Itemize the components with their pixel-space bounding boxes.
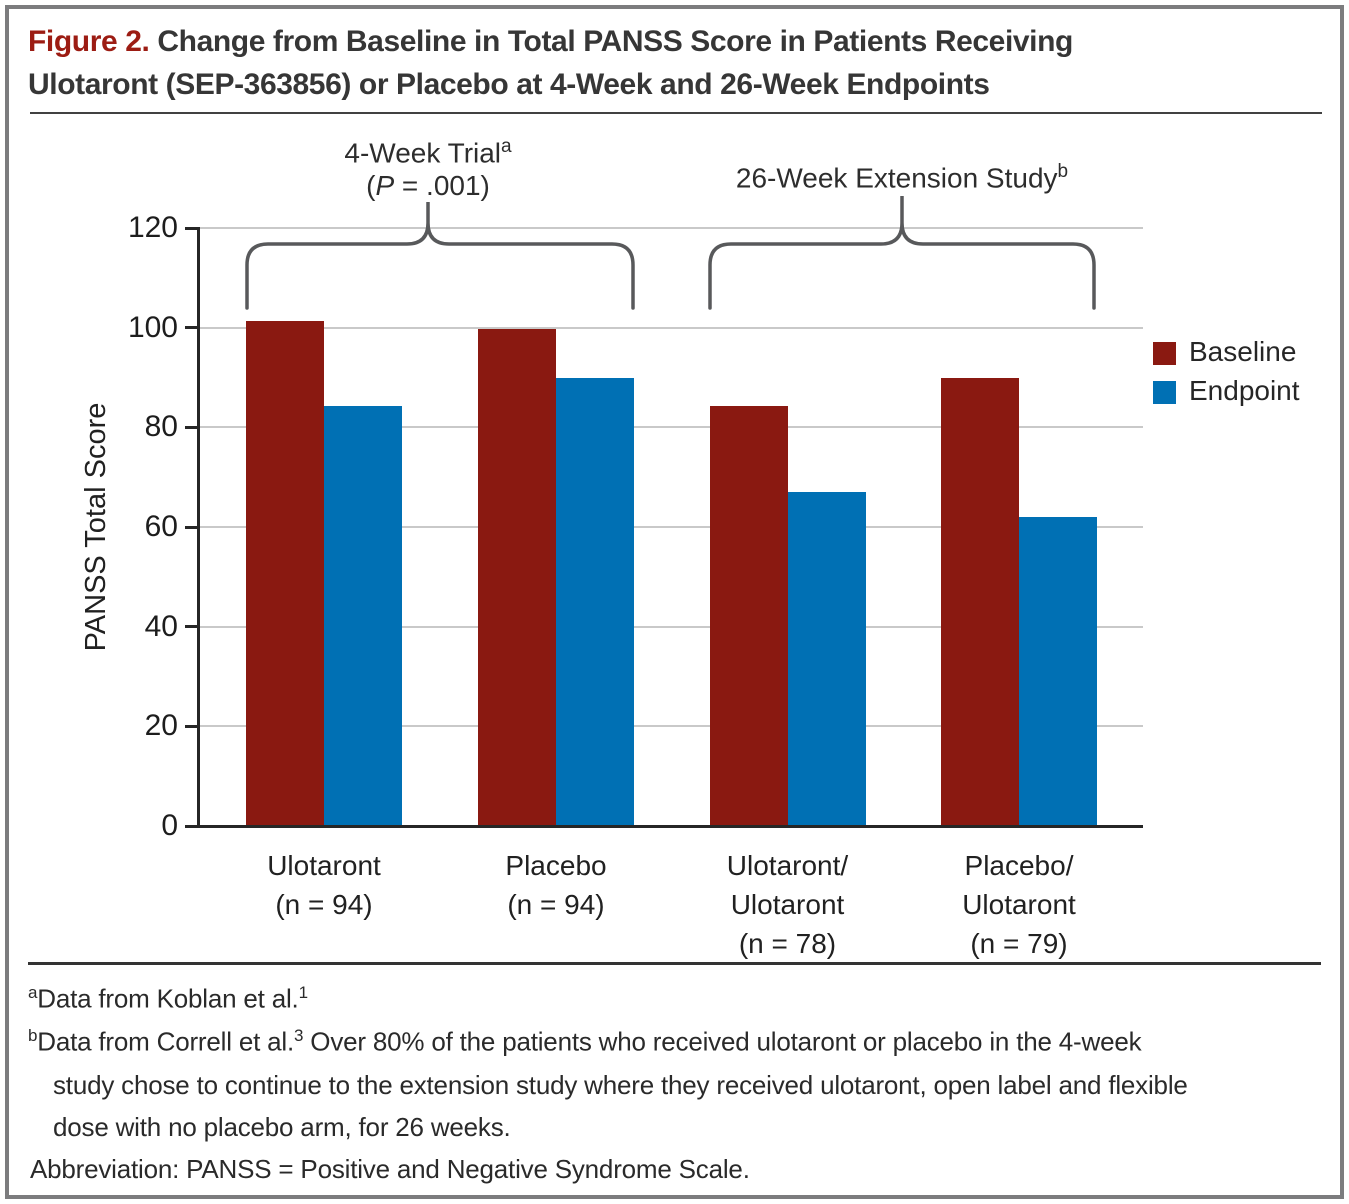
gridline-120 — [200, 227, 1143, 229]
figure-label: Figure 2. — [28, 25, 150, 58]
y-axis — [197, 227, 200, 827]
reference-1: 1 — [298, 983, 308, 1002]
endpoint-color-swatch — [1153, 381, 1176, 404]
x-axis-group-label-2: Placebo (n = 94) — [441, 846, 671, 924]
annotation-p-value: (P = .001) — [366, 170, 490, 202]
y-tick-60 — [185, 525, 200, 529]
footnote-marker-a: a — [501, 136, 512, 157]
x-label-line: (n = 78) — [738, 928, 837, 959]
footnote-b-line1: bData from Correll et al.3 Over 80% of t… — [28, 1026, 1142, 1057]
gridline-40 — [200, 625, 1143, 628]
x-axis — [197, 825, 1143, 828]
figure-title-line1: Figure 2. Change from Baseline in Total … — [28, 20, 1323, 63]
footnote-a-marker: a — [28, 983, 38, 1002]
x-label-line: Ulotaront — [267, 850, 381, 881]
y-tick-label-40: 40 — [144, 609, 178, 643]
bracket-26-week-extension — [708, 196, 1096, 310]
bar-endpoint-group3 — [787, 492, 866, 826]
gridline-60 — [200, 526, 1143, 528]
bar-endpoint-group2 — [556, 377, 634, 826]
x-label-line: Placebo — [505, 850, 607, 881]
footnote-a: aData from Koblan et al.1 — [28, 983, 308, 1014]
x-axis-group-label-4: Placebo/Ulotaront (n = 79) — [904, 846, 1134, 963]
figure-title: Figure 2. Change from Baseline in Total … — [28, 20, 1323, 106]
bar-baseline-group4 — [941, 377, 1019, 826]
gridline-80 — [200, 426, 1143, 429]
bar-endpoint-group1 — [324, 406, 402, 826]
x-label-line: (n = 94) — [275, 889, 373, 920]
y-tick-40 — [185, 625, 200, 629]
footnote-divider — [28, 962, 1321, 965]
title-divider — [30, 112, 1322, 114]
y-tick-label-20: 20 — [144, 709, 178, 743]
footnote-b-line3: dose with no placebo arm, for 26 weeks. — [53, 1112, 511, 1142]
y-tick-label-0: 0 — [161, 809, 178, 842]
figure-title-text1: Change from Baseline in Total PANSS Scor… — [157, 25, 1073, 58]
bar-endpoint-group4 — [1019, 517, 1097, 826]
y-tick-label-100: 100 — [127, 310, 178, 344]
baseline-color-swatch — [1153, 342, 1176, 365]
y-tick-20 — [185, 724, 200, 728]
legend-item-endpoint: Endpoint — [1153, 375, 1300, 406]
bar-baseline-group2 — [478, 329, 556, 826]
x-axis-group-label-3: Ulotaront/Ulotaront (n = 78) — [673, 846, 903, 963]
legend-item-baseline: Baseline — [1153, 336, 1296, 367]
y-tick-0 — [185, 824, 200, 828]
annotation-4-week-trial: 4-Week Triala (P = .001) — [228, 130, 628, 202]
footnote-b-marker: b — [28, 1026, 38, 1045]
x-label-line: (n = 94) — [507, 889, 605, 920]
x-label-line: Ulotaront/ — [726, 850, 849, 881]
footnote-b-line2: study chose to continue to the extension… — [53, 1070, 1188, 1100]
annotation-26-week-line1: 26-Week Extension Studyb — [735, 161, 1069, 194]
y-tick-label-60: 60 — [144, 510, 178, 543]
abbreviation-note: Abbreviation: PANSS = Positive and Negat… — [30, 1154, 750, 1184]
y-tick-label-80: 80 — [144, 410, 178, 444]
x-axis-group-label-1: Ulotaront (n = 94) — [209, 846, 439, 924]
reference-3: 3 — [294, 1026, 304, 1045]
bar-baseline-group3 — [709, 406, 788, 826]
y-tick-100 — [185, 326, 200, 330]
bracket-4-week-trial — [245, 202, 635, 310]
gridline-20 — [200, 725, 1143, 728]
legend-label-baseline: Baseline — [1189, 336, 1297, 367]
annotation-26-week-extension: 26-Week Extension Studyb — [672, 155, 1132, 194]
legend-label-endpoint: Endpoint — [1189, 375, 1300, 406]
x-label-line: Ulotaront — [962, 889, 1076, 920]
x-label-line: (n = 79) — [970, 928, 1068, 959]
x-label-line: Ulotaront — [730, 889, 845, 920]
y-tick-80 — [185, 425, 200, 429]
figure-title-line2: Ulotaront (SEP-363856) or Placebo at 4-W… — [28, 68, 990, 101]
bar-baseline-group1 — [246, 320, 324, 826]
annotation-4-week-line1: 4-Week Triala — [344, 136, 512, 169]
y-axis-title: PANSS Total Score — [80, 402, 112, 652]
y-tick-label-120: 120 — [127, 211, 178, 244]
x-label-line: Placebo/ — [964, 850, 1074, 881]
y-tick-120 — [185, 226, 200, 230]
gridline-100 — [200, 326, 1143, 329]
footnote-marker-b: b — [1057, 161, 1069, 182]
